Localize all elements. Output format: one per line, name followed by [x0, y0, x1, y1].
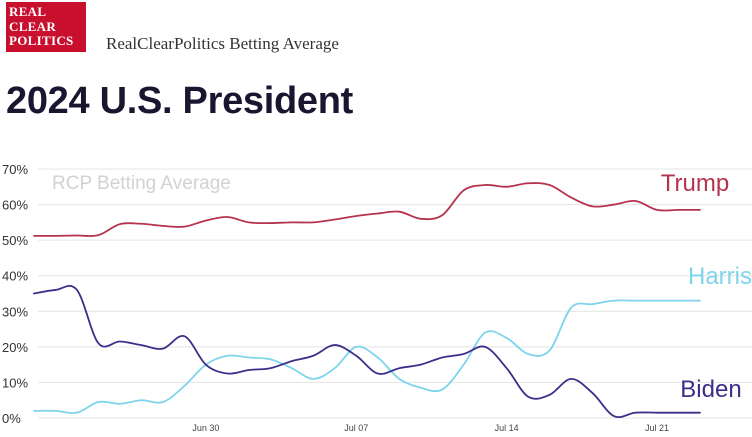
series-line-biden	[33, 284, 701, 419]
y-tick-label: 20%	[2, 340, 28, 355]
logo-line: REAL	[9, 4, 47, 19]
series-line-trump	[33, 182, 701, 237]
page-title: 2024 U.S. President	[6, 80, 354, 122]
y-tick-label: 0%	[2, 411, 21, 426]
series-label-biden: Biden	[680, 376, 741, 403]
y-axis: 0% 10% 20% 30% 40% 50% 60% 70%	[2, 162, 28, 426]
series-lines	[33, 182, 701, 419]
series-line-harris	[33, 299, 701, 414]
logo-line: CLEAR	[9, 18, 57, 34]
logo-line: POLITICS	[9, 33, 74, 48]
y-tick-label: 30%	[2, 304, 28, 319]
x-tick-label: Jul 21	[645, 423, 669, 433]
x-tick-label: Jul 07	[344, 423, 368, 433]
series-labels: Trump Harris Biden	[661, 170, 752, 403]
brand-title: RealClearPolitics Betting Average	[106, 34, 339, 53]
grid	[38, 168, 752, 419]
y-tick-label: 50%	[2, 233, 28, 248]
x-tick-label: Jun 30	[192, 423, 219, 433]
y-tick-label: 40%	[2, 269, 28, 284]
y-tick-label: 60%	[2, 198, 28, 213]
x-axis: Jun 30 Jul 07 Jul 14 Jul 21	[192, 423, 669, 433]
y-tick-label: 10%	[2, 375, 28, 390]
chart-watermark: RCP Betting Average	[52, 173, 231, 194]
y-tick-label: 70%	[2, 162, 28, 177]
x-tick-label: Jul 14	[495, 423, 519, 433]
series-label-harris: Harris	[688, 263, 752, 290]
series-label-trump: Trump	[661, 170, 729, 197]
rcp-logo: REAL CLEAR POLITICS	[6, 2, 86, 52]
